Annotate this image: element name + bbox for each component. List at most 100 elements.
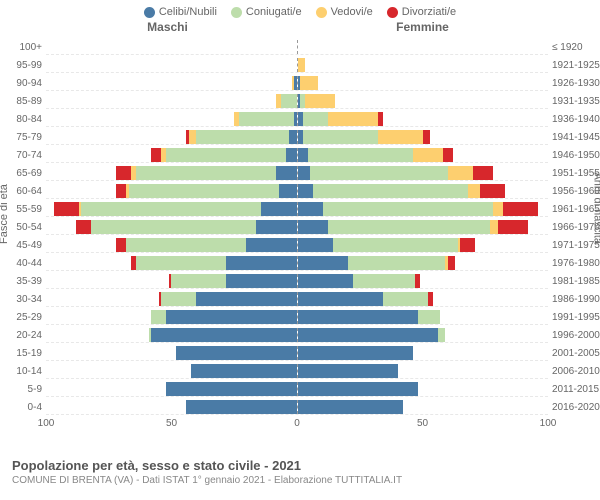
- bar-segment: [151, 148, 161, 162]
- population-pyramid: 100+≤ 192095-991921-192590-941926-193085…: [46, 38, 548, 416]
- legend-label: Coniugati/e: [246, 6, 302, 18]
- bar-segment: [166, 382, 296, 396]
- legend: Celibi/NubiliConiugati/eVedovi/eDivorzia…: [0, 0, 600, 20]
- age-label: 65-69: [4, 168, 42, 179]
- bar-segment: [298, 328, 438, 342]
- male-bar: [46, 40, 298, 54]
- x-tick-label: 100: [38, 418, 55, 429]
- bar-segment: [490, 220, 498, 234]
- female-bar: [298, 292, 549, 306]
- bar-segment: [276, 166, 296, 180]
- gridline: [46, 360, 548, 361]
- legend-swatch: [144, 7, 155, 18]
- bar-segment: [328, 112, 378, 126]
- bar-segment: [438, 328, 446, 342]
- age-label: 5-9: [4, 384, 42, 395]
- female-bar: [298, 148, 549, 162]
- female-bar: [298, 184, 549, 198]
- age-label: 25-29: [4, 312, 42, 323]
- birth-year-label: 1981-1985: [552, 276, 600, 287]
- birth-year-label: 1991-1995: [552, 312, 600, 323]
- age-label: 15-19: [4, 348, 42, 359]
- gridline: [46, 90, 548, 91]
- bar-segment: [448, 166, 473, 180]
- bar-segment: [239, 112, 294, 126]
- age-label: 0-4: [4, 402, 42, 413]
- female-bar: [298, 40, 549, 54]
- female-bar: [298, 220, 549, 234]
- bar-segment: [151, 328, 296, 342]
- bar-segment: [298, 166, 311, 180]
- birth-year-label: 1946-1950: [552, 150, 600, 161]
- gridline: [46, 126, 548, 127]
- x-tick-label: 50: [166, 418, 177, 429]
- male-bar: [46, 292, 298, 306]
- footer: Popolazione per età, sesso e stato civil…: [0, 454, 600, 490]
- birth-year-label: 2011-2015: [552, 384, 600, 395]
- age-label: 80-84: [4, 114, 42, 125]
- female-bar: [298, 364, 549, 378]
- male-bar: [46, 202, 298, 216]
- female-bar: [298, 130, 549, 144]
- gridline: [46, 342, 548, 343]
- x-tick-label: 0: [294, 418, 300, 429]
- bar-segment: [246, 238, 296, 252]
- male-bar: [46, 166, 298, 180]
- column-headers: Maschi Femmine: [0, 20, 600, 34]
- bar-segment: [256, 220, 296, 234]
- bar-segment: [498, 220, 528, 234]
- legend-swatch: [387, 7, 398, 18]
- bar-segment: [443, 148, 453, 162]
- gridline: [46, 270, 548, 271]
- bar-segment: [323, 202, 493, 216]
- bar-segment: [423, 130, 431, 144]
- birth-year-label: 1996-2000: [552, 330, 600, 341]
- bar-segment: [298, 382, 418, 396]
- chart-title: Popolazione per età, sesso e stato civil…: [12, 458, 588, 473]
- gridline: [46, 234, 548, 235]
- bar-segment: [303, 112, 328, 126]
- bar-segment: [308, 148, 413, 162]
- legend-item: Divorziati/e: [387, 6, 456, 18]
- female-bar: [298, 202, 549, 216]
- bar-segment: [428, 292, 433, 306]
- bar-segment: [503, 202, 538, 216]
- age-label: 85-89: [4, 96, 42, 107]
- birth-year-label: 1986-1990: [552, 294, 600, 305]
- bar-segment: [298, 346, 413, 360]
- birth-year-label: 1966-1970: [552, 222, 600, 233]
- legend-item: Vedovi/e: [316, 6, 373, 18]
- bar-segment: [286, 148, 296, 162]
- male-bar: [46, 130, 298, 144]
- male-bar: [46, 328, 298, 342]
- bar-segment: [294, 112, 297, 126]
- male-bar: [46, 364, 298, 378]
- gridline: [46, 216, 548, 217]
- bar-segment: [493, 202, 503, 216]
- bar-segment: [298, 364, 398, 378]
- age-label: 55-59: [4, 204, 42, 215]
- female-bar: [298, 94, 549, 108]
- bar-segment: [305, 94, 335, 108]
- birth-year-label: 1931-1935: [552, 96, 600, 107]
- birth-year-label: 1941-1945: [552, 132, 600, 143]
- birth-year-label: 1926-1930: [552, 78, 600, 89]
- bar-segment: [161, 292, 196, 306]
- bar-segment: [289, 130, 297, 144]
- bar-segment: [298, 148, 308, 162]
- bar-segment: [418, 310, 441, 324]
- bar-segment: [298, 274, 353, 288]
- birth-year-label: 1936-1940: [552, 114, 600, 125]
- legend-label: Vedovi/e: [331, 6, 373, 18]
- gridline: [46, 414, 548, 415]
- bar-segment: [281, 94, 296, 108]
- birth-year-label: 1951-1955: [552, 168, 600, 179]
- female-bar: [298, 328, 549, 342]
- bar-segment: [460, 238, 475, 252]
- female-bar: [298, 400, 549, 414]
- bar-segment: [298, 400, 403, 414]
- bar-segment: [176, 346, 296, 360]
- bar-segment: [81, 202, 261, 216]
- legend-item: Coniugati/e: [231, 6, 302, 18]
- gridline: [46, 378, 548, 379]
